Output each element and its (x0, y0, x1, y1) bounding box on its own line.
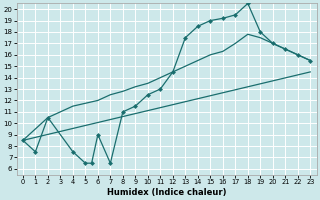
X-axis label: Humidex (Indice chaleur): Humidex (Indice chaleur) (107, 188, 226, 197)
